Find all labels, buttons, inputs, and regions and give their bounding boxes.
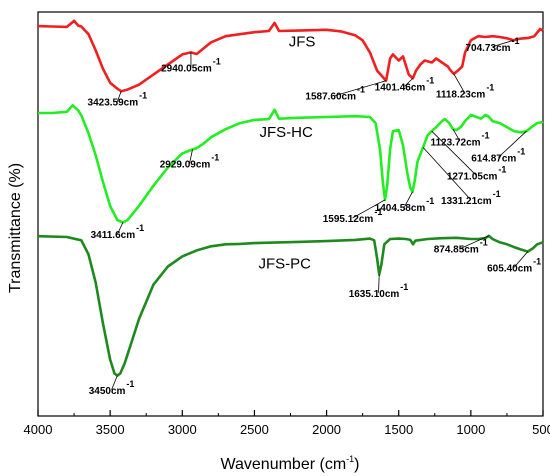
x-tick-label: 3000 [168, 422, 197, 437]
annotation-layer: JFS JFS-HC JFS-PC 3423.59cm-1 2940.05cm-1 158… [88, 33, 542, 396]
series-line-jfs [37, 19, 544, 93]
annotation-leader [378, 274, 380, 293]
series-label: JFS-PC [258, 256, 311, 273]
x-tick-label: 2500 [240, 422, 269, 437]
peak-label: 2940.05cm-1 [161, 56, 221, 74]
annotation-leader [422, 147, 472, 201]
annotation-leader [513, 251, 529, 268]
annotation-leader [453, 73, 466, 94]
x-tick-label: 1500 [384, 422, 413, 437]
annotation-leader [497, 130, 527, 158]
peak-label: 1587.60cm-1 [305, 85, 365, 103]
annotation-leader [111, 375, 118, 390]
peak-label: 614.87cm-1 [471, 146, 525, 164]
annotation-leader [335, 80, 387, 97]
peak-label: 2929.09cm-1 [160, 153, 220, 171]
annotation-leader [404, 191, 413, 207]
series-line-jfs-pc [37, 234, 544, 377]
peak-label: 1595.12cm-1 [323, 207, 383, 225]
annotation-leader [452, 128, 461, 142]
series-line-jfs-hc [38, 104, 544, 224]
x-tick-label: 2000 [312, 422, 341, 437]
peak-label: 1123.72cm-1 [430, 130, 489, 148]
peak-label: 704.73cm-1 [465, 36, 519, 54]
x-tick-label: 3500 [96, 422, 125, 437]
series-label: JFS-HC [260, 124, 313, 141]
annotation-leader [404, 77, 414, 87]
annotation-leader [189, 149, 193, 164]
annotation-leader [431, 130, 477, 176]
annotation-leader [492, 39, 514, 48]
series-layer [37, 19, 544, 377]
annotation-leader [116, 91, 122, 102]
annotation-leader [460, 235, 490, 249]
x-tick-label: 1000 [456, 422, 485, 437]
annotation-leader [352, 199, 386, 219]
peak-label: 3450cm-1 [89, 379, 135, 397]
peak-label: 874.85cm-1 [434, 237, 488, 255]
peak-label: 1271.05cm-1 [447, 165, 507, 183]
x-tick-label: 500 [532, 422, 550, 437]
x-tick-label: 4000 [24, 422, 53, 437]
y-axis-title: Transmittance (%) [7, 163, 24, 293]
peak-label: 1404.58cm-1 [375, 196, 435, 214]
peak-label: 1331.21cm-1 [441, 189, 501, 207]
axes-layer: 4000 3500 3000 2500 2000 1500 1000 500 [24, 410, 550, 437]
peak-label: 605.40cm-1 [487, 256, 541, 274]
peak-label: 1118.23cm-1 [436, 83, 495, 101]
series-label: JFS [289, 33, 316, 50]
peak-label: 3411.6cm-1 [91, 223, 145, 241]
peak-label: 3423.59cm-1 [88, 91, 148, 109]
peak-label: 1635.10cm-1 [349, 282, 409, 300]
x-axis-title: Wavenumber (cm-1) [221, 454, 360, 473]
annotation-leader [116, 222, 124, 235]
peak-label: 1401.46cm-1 [375, 75, 435, 93]
